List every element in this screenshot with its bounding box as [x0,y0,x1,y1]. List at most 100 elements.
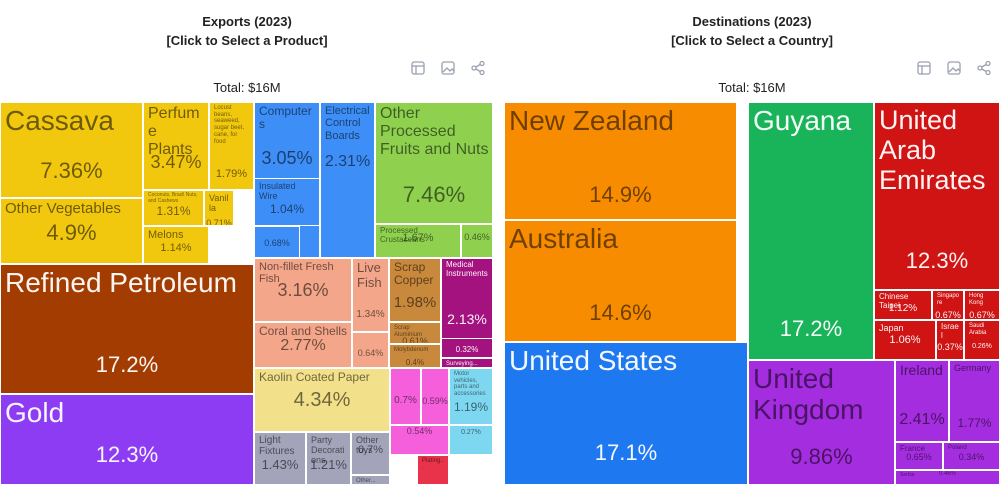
tile-value: 1.79% [215,168,248,181]
tile-value: 1.31% [156,203,191,218]
tile-label: Scrap Copper [394,260,434,288]
tile-label: Insulated Wire [259,181,296,202]
tile-label: United Kingdom [753,363,864,426]
treemap-tile[interactable]: 0.7% [390,368,421,425]
treemap-tile[interactable]: 0.32% [441,338,493,358]
tile-value: 17.2% [95,351,159,377]
tile-value: 0.32% [455,345,479,355]
treemap-tile[interactable]: Refined Petroleum 17.2% [0,264,254,394]
exports-treemap: Cassava 7.36% Other Vegetables 4.9% Perfume … [0,102,494,485]
tile-label: Other Processed Fruits and Nuts [380,105,489,158]
treemap-tile[interactable]: Insulated Wire 1.04% [254,178,320,226]
tile-value: 0.67% [969,309,995,320]
treemap-tile[interactable]: Scrap Copper 1.98% [389,258,441,322]
treemap-tile[interactable]: Light Fixtures 1.43% [254,432,306,485]
treemap-tile[interactable]: Poland 0.34% [943,442,1000,470]
table-icon[interactable] [410,60,426,76]
treemap-tile[interactable]: Serbia 0.46% [895,470,1000,485]
tile-value: 0.7% [394,395,417,406]
treemap-tile[interactable]: Cassava 7.36% [0,102,143,198]
treemap-tile[interactable]: Melons 1.14% [143,226,209,264]
tile-value: 3.16% [277,280,329,301]
tile-label: Non-fillet Fresh Fish [259,261,334,286]
tile-label: Molybdenum [394,347,429,353]
treemap-tile[interactable]: Electrical Control Boards 2.31% [320,102,375,258]
tile-value: 1.77% [957,415,992,430]
tile-label: Medical Instruments [446,260,488,278]
treemap-tile[interactable]: Singapore 0.67% [932,290,964,320]
treemap-tile[interactable]: Coconuts, Brazil Nuts, and Cashews 1.31% [143,190,204,226]
tile-value: 0.4% [405,358,425,368]
treemap-tile[interactable]: Israel 0.37% [936,320,964,360]
treemap-tile[interactable]: 0.64% [352,332,389,368]
tile-value: 17.1% [594,439,658,465]
exports-toolbar [410,60,486,76]
treemap-tile[interactable]: Other Vegetables 4.9% [0,198,143,264]
treemap-tile[interactable]: Ireland 2.41% [895,360,949,442]
treemap-tile[interactable]: Other Processed Fruits and Nuts 7.46% [375,102,493,224]
treemap-tile[interactable]: United Arab Emirates 12.3% [874,102,1000,290]
image-icon[interactable] [946,60,962,76]
treemap-tile[interactable]: United States 17.1% [504,342,748,485]
tile-label: Plating... [422,458,444,471]
share-icon[interactable] [976,60,992,76]
treemap-tile[interactable]: Coral and Shells 2.77% [254,322,352,368]
tile-label: Singapore [937,293,960,306]
tile-value: 0.71% [206,217,232,226]
tile-value: 0.64% [357,347,384,358]
tile-label: United Arab Emirates [879,105,986,196]
treemap-tile[interactable]: Gold 12.3% [0,394,254,485]
treemap-tile[interactable]: Other toys 0.7% [351,432,390,475]
treemap-tile[interactable]: Party Decorations 1.21% [306,432,351,485]
tile-value: 1.21% [310,457,347,473]
treemap-tile[interactable]: 0.68% [254,226,300,258]
treemap-tile[interactable]: United Kingdom 9.86% [748,360,895,485]
treemap-tile[interactable]: Germany 1.77% [949,360,1000,442]
tile-label: Melons [148,229,184,241]
treemap-tile[interactable]: Guyana 17.2% [748,102,874,360]
treemap-tile[interactable]: France 0.65% [895,442,943,470]
treemap-tile[interactable]: 0.59% [421,368,449,425]
tile-value: 17.2% [779,315,843,341]
treemap-tile[interactable]: Kaolin Coated Paper 4.34% [254,368,390,432]
treemap-tile[interactable]: 0.54% [390,425,449,455]
treemap-tile[interactable]: Japan 1.06% [874,320,936,360]
tile-value: 2.77% [280,337,326,355]
tile-value: 1.34% [356,309,385,320]
image-icon[interactable] [440,60,456,76]
destinations-panel: Destinations (2023) [Click to Select a C… [504,0,1000,485]
treemap-tile[interactable]: Plating... [417,455,449,485]
tile-label: Vanilla [209,193,229,214]
treemap-tile[interactable]: Molybdenum 0.4% [389,344,441,368]
treemap-tile[interactable]: Chinese Taipei 1.12% [874,290,932,320]
exports-select-prompt[interactable]: [Click to Select a Product] [166,33,328,48]
destinations-select-prompt[interactable]: [Click to Select a Country] [671,33,833,48]
treemap-tile[interactable]: Processed Crustaceans 1.67% [375,224,461,258]
treemap-tile[interactable]: Scrap Aluminium 0.61% [389,322,441,344]
tile-label: Saudi Arabia [969,323,987,336]
treemap-tile[interactable]: Live Fish 1.34% [352,258,389,332]
destinations-total: Total: $16M [718,80,786,95]
treemap-tile[interactable]: New Zealand 14.9% [504,102,737,220]
share-icon[interactable] [470,60,486,76]
treemap-tile[interactable]: Vanilla 0.71% [204,190,234,226]
treemap-tile[interactable]: Locust beans, seaweed, sugar beet, cane,… [209,102,254,190]
treemap-tile[interactable]: Australia 14.6% [504,220,737,342]
table-icon[interactable] [916,60,932,76]
treemap-tile[interactable]: Motor vehicles, parts and accessories 1.1… [449,368,493,425]
treemap-tile[interactable]: Non-fillet Fresh Fish 3.16% [254,258,352,322]
treemap-tile[interactable]: Surveying... [441,358,493,368]
tile-label: Surveying... [446,361,478,367]
tile-label: New Zealand [509,105,674,136]
treemap-tile[interactable]: Perfume Plants 3.47% [143,102,209,190]
treemap-tile[interactable]: Hong Kong 0.67% [964,290,1000,320]
treemap-tile[interactable]: 0.27% [449,425,493,455]
destinations-title-block[interactable]: Destinations (2023) [Click to Select a C… [504,12,1000,50]
tile-label: Gold [5,397,65,428]
treemap-tile[interactable]: 0.46% [461,224,493,258]
treemap-tile[interactable]: Saudi Arabia 0.26% [964,320,1000,360]
exports-title: Exports (2023) [202,14,292,29]
tile-value: 1.04% [269,201,305,216]
exports-title-block[interactable]: Exports (2023) [Click to Select a Produc… [0,12,494,50]
treemap-tile[interactable]: Other... [351,475,390,485]
